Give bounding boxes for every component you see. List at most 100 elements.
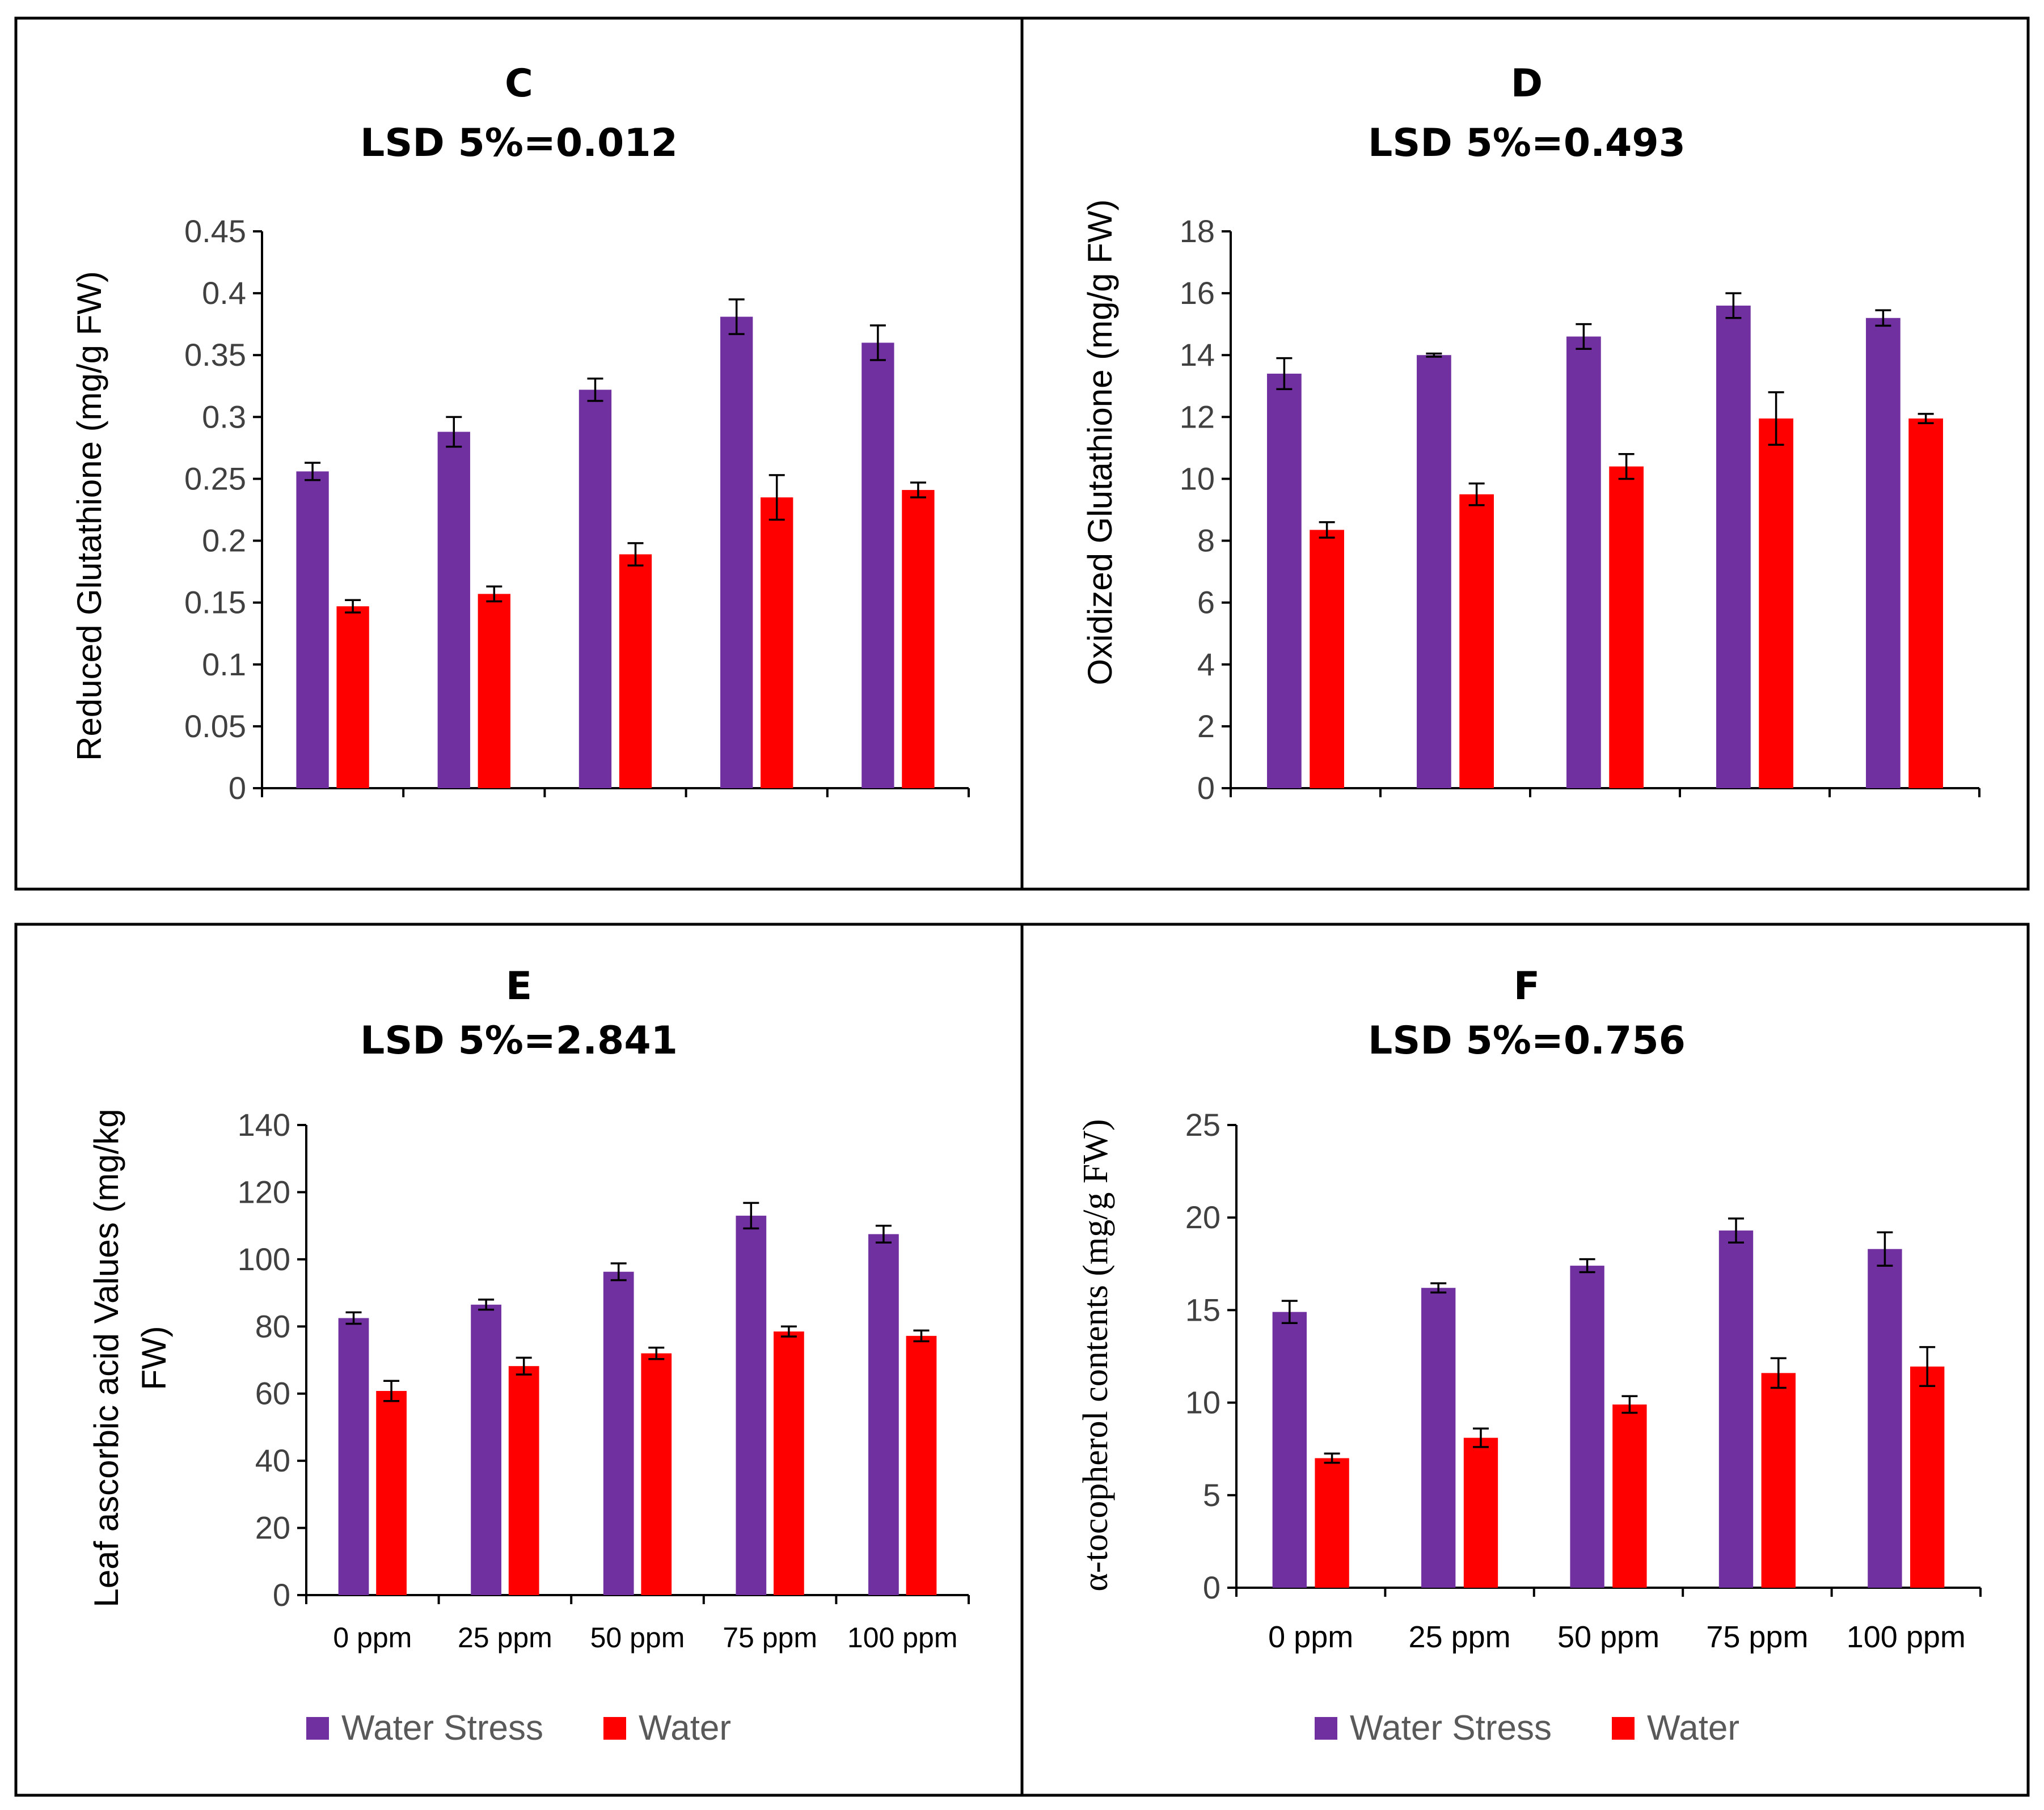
panel-c-y-tick-label: 0.05 (184, 708, 246, 744)
panel-f: F LSD 5%=0.756 α-tocopherol contents (mg… (1076, 964, 1982, 1654)
panel-e-bar-water-stress (736, 1215, 767, 1595)
panel-d-bar-water (1310, 530, 1344, 788)
panel-f-bar-water (1463, 1437, 1498, 1588)
panel-c-bar-water-stress (578, 390, 612, 788)
panel-e: E LSD 5%=2.841 Leaf ascorbic acid Values… (87, 964, 970, 1653)
panel-f-bar-water-stress (1718, 1230, 1754, 1588)
legend-f-water-stress-swatch (1315, 1717, 1337, 1740)
panel-c-y-tick-label: 0.1 (202, 646, 246, 682)
panel-d-bar-water-stress (1267, 373, 1302, 788)
panel-c-bar-water-stress (720, 316, 753, 788)
panel-c-y-tick-label: 0.15 (184, 585, 246, 620)
panel-f-bar-water (1612, 1404, 1647, 1588)
panel-e-bar-water (508, 1366, 539, 1595)
panel-d-y-tick-label: 18 (1180, 213, 1215, 249)
panel-e-x-category-label: 100 ppm (847, 1622, 958, 1653)
panel-e-x-category-label: 0 ppm (333, 1622, 412, 1653)
panel-e-x-category-label: 75 ppm (723, 1622, 817, 1653)
panel-f-x-category-label: 25 ppm (1409, 1620, 1511, 1654)
panel-e-y-tick-label: 100 (238, 1241, 290, 1277)
panel-c-title: LSD 5%=0.012 (360, 121, 678, 166)
panel-d-title: LSD 5%=0.493 (1368, 121, 1686, 166)
panel-e-letter: E (506, 964, 532, 1009)
panel-f-plot-area: 0 5 10 15 20 25 0 ppm 25 ppm 50 ppm 75 ppm 100 ppm (1185, 1107, 1982, 1654)
panel-c-bar-water (478, 594, 510, 788)
panel-c-y-tick-label: 0.4 (202, 275, 246, 311)
panel-e-plot-area: 0 20 40 60 80 100 120 140 0 ppm 25 ppm 50 ppm 75 pp… (238, 1107, 970, 1653)
panel-c-y-tick-label: 0.3 (202, 399, 246, 434)
panel-f-frame (1020, 923, 2030, 1797)
panel-e-y-tick-label: 80 (255, 1308, 290, 1344)
panel-d-bar-water-stress (1566, 336, 1601, 788)
panel-f-y-axis-title: α-tocopherol contents (mg/g FW) (1076, 1119, 1115, 1591)
panel-c-bar-water (902, 490, 935, 788)
panel-f-letter: F (1514, 964, 1540, 1009)
panel-e-y-tick-label: 120 (238, 1174, 290, 1210)
panel-d-bar-water (1908, 418, 1943, 788)
panel-c-y-tick-label: 0.35 (184, 337, 246, 373)
panel-d: D LSD 5%=0.493 Oxidized Glutathione (mg/… (1081, 61, 1980, 806)
panel-e-title: LSD 5%=2.841 (360, 1018, 678, 1063)
panel-f-y-tick-label: 5 (1203, 1477, 1221, 1513)
panel-c-bar-water (619, 554, 652, 788)
panel-f-bar-water (1910, 1366, 1945, 1588)
legend-e-water-stress-swatch (306, 1717, 329, 1740)
panel-d-frame (1020, 16, 2030, 891)
panel-c-bar-water-stress (861, 342, 894, 788)
panel-c-letter: C (505, 61, 533, 106)
panel-e-y-tick-label: 40 (255, 1443, 290, 1478)
panel-e-bar-water (641, 1353, 672, 1595)
legend-e: Water Stress Water (306, 1708, 731, 1748)
panel-f-x-category-label: 75 ppm (1706, 1620, 1808, 1654)
panel-f-y-tick-label: 0 (1203, 1570, 1221, 1605)
panel-f-y-tick-label: 10 (1185, 1385, 1221, 1420)
panel-d-y-tick-label: 14 (1180, 337, 1215, 373)
panel-f-bar-water-stress (1421, 1288, 1456, 1588)
panel-f-x-category-label: 0 ppm (1268, 1620, 1353, 1654)
panel-d-bar-water-stress (1417, 355, 1451, 788)
panel-c-y-tick-label: 0.25 (184, 460, 246, 496)
panel-e-y-tick-label: 140 (238, 1107, 290, 1143)
panel-e-bar-water-stress (603, 1271, 634, 1595)
legend-e-water-label: Water (639, 1708, 731, 1748)
legend-e-water-stress-label: Water Stress (341, 1708, 543, 1748)
panel-d-y-tick-label: 2 (1197, 708, 1215, 744)
panel-d-y-tick-label: 6 (1197, 585, 1215, 620)
panel-d-y-tick-label: 16 (1180, 275, 1215, 311)
panel-f-y-tick-label: 25 (1185, 1107, 1221, 1143)
panel-c-bar-water-stress (437, 432, 470, 788)
panel-d-plot-area: 0 2 4 6 8 10 12 14 16 18 (1180, 213, 1980, 806)
panel-e-x-category-label: 50 ppm (590, 1622, 685, 1653)
panel-d-y-tick-label: 8 (1197, 523, 1215, 559)
legend-f: Water Stress Water (1315, 1708, 1739, 1748)
panel-c-plot-area: 0 0.05 0.1 0.15 0.2 0.25 0.3 0.35 0.4 0.45 (184, 213, 970, 806)
panel-e-bar-water-stress (338, 1318, 369, 1595)
panel-f-bar-water-stress (1868, 1249, 1902, 1588)
panel-e-y-tick-label: 20 (255, 1510, 290, 1546)
panel-c-bar-water-stress (296, 471, 329, 788)
panel-f-bar-water-stress (1272, 1312, 1307, 1588)
panel-e-y-tick-label: 0 (273, 1577, 290, 1613)
panel-f-title: LSD 5%=0.756 (1368, 1018, 1686, 1063)
panel-c-y-tick-label: 0 (229, 770, 246, 806)
panel-d-y-tick-label: 4 (1197, 646, 1215, 682)
panel-e-bar-water-stress (868, 1234, 899, 1595)
legend-e-water-swatch (603, 1717, 626, 1740)
panel-c-y-tick-label: 0.45 (184, 213, 246, 249)
panel-f-bar-water (1761, 1373, 1796, 1588)
legend-f-water-label: Water (1647, 1708, 1739, 1748)
panel-d-bar-water (1609, 466, 1644, 788)
panel-e-y-axis-title-line2: FW) (135, 1326, 173, 1390)
panel-d-bar-water-stress (1866, 318, 1901, 788)
panel-d-bar-water-stress (1716, 305, 1751, 788)
panel-e-bar-water (906, 1335, 937, 1595)
panel-c-bar-water (761, 497, 793, 788)
panel-f-y-tick-label: 20 (1185, 1199, 1221, 1235)
panel-c-y-tick-label: 0.2 (202, 523, 246, 559)
panel-f-bar-water (1315, 1458, 1349, 1588)
panel-d-bar-water (1459, 494, 1494, 788)
panel-e-x-category-label: 25 ppm (458, 1622, 552, 1653)
panel-d-letter: D (1511, 61, 1543, 106)
panel-f-y-tick-label: 15 (1185, 1292, 1221, 1327)
